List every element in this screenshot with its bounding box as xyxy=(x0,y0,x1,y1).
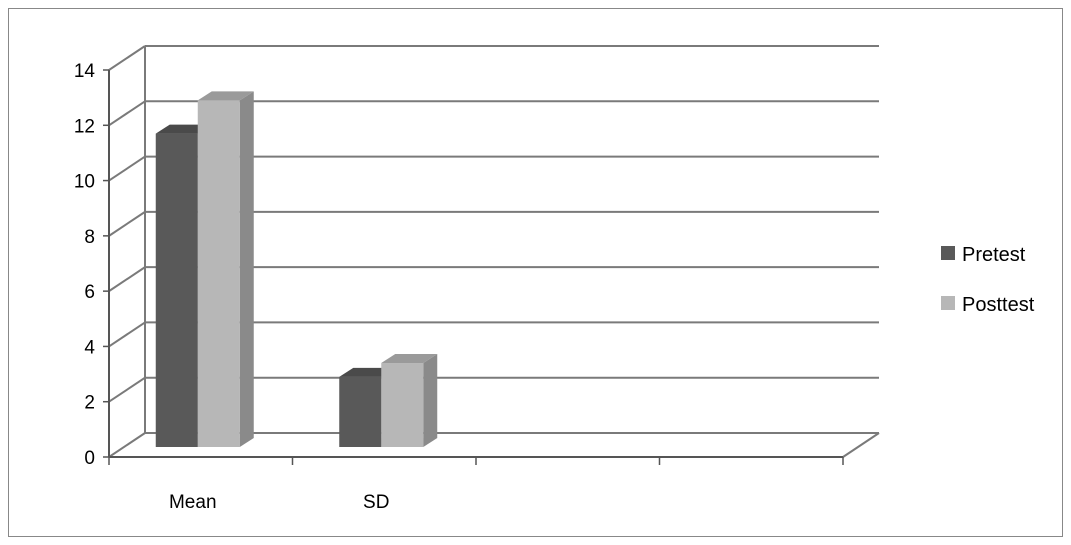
wall-diagonal xyxy=(108,321,146,348)
wall-diagonal xyxy=(108,100,146,127)
bar-top xyxy=(381,354,438,364)
legend-swatch-pretest xyxy=(941,246,955,260)
wall-diagonal xyxy=(108,266,146,292)
y-tick-label: 12 xyxy=(74,116,95,137)
axes xyxy=(103,69,844,465)
bar-front xyxy=(381,363,424,447)
bar-front xyxy=(197,100,240,448)
bar-posttest-mean xyxy=(197,91,254,448)
gridlines xyxy=(108,45,880,458)
y-tick-label: 0 xyxy=(84,448,95,469)
bar-side xyxy=(423,354,438,447)
bar-front xyxy=(155,133,198,448)
wall-diagonal xyxy=(108,45,146,71)
bar-side xyxy=(239,91,254,448)
y-tick-label: 8 xyxy=(84,227,95,248)
y-tick-label: 6 xyxy=(84,282,95,303)
wall-diagonal xyxy=(108,376,146,403)
legend-swatch-posttest xyxy=(941,296,955,310)
x-tick-label: Mean xyxy=(169,492,217,513)
y-tick-label: 2 xyxy=(84,393,95,414)
legend-label-posttest: Posttest xyxy=(962,294,1035,316)
y-tick-label: 10 xyxy=(74,172,95,193)
bar-front xyxy=(339,376,382,447)
bar-top xyxy=(197,91,254,101)
x-tick-label: SD xyxy=(363,492,389,513)
legend: Pretest Posttest xyxy=(941,244,1035,316)
legend-label-pretest: Pretest xyxy=(962,244,1026,266)
y-tick-label: 14 xyxy=(74,61,96,82)
wall-diagonal xyxy=(108,155,146,182)
bars xyxy=(155,91,438,448)
bar-posttest-sd xyxy=(381,354,438,447)
wall-diagonal xyxy=(108,211,146,237)
wall-diagonal xyxy=(108,432,146,458)
floor-right-edge xyxy=(842,432,880,458)
tick-labels: 0 2 4 6 8 10 12 14 Mean SD xyxy=(74,61,390,513)
y-tick-label: 4 xyxy=(84,337,95,358)
